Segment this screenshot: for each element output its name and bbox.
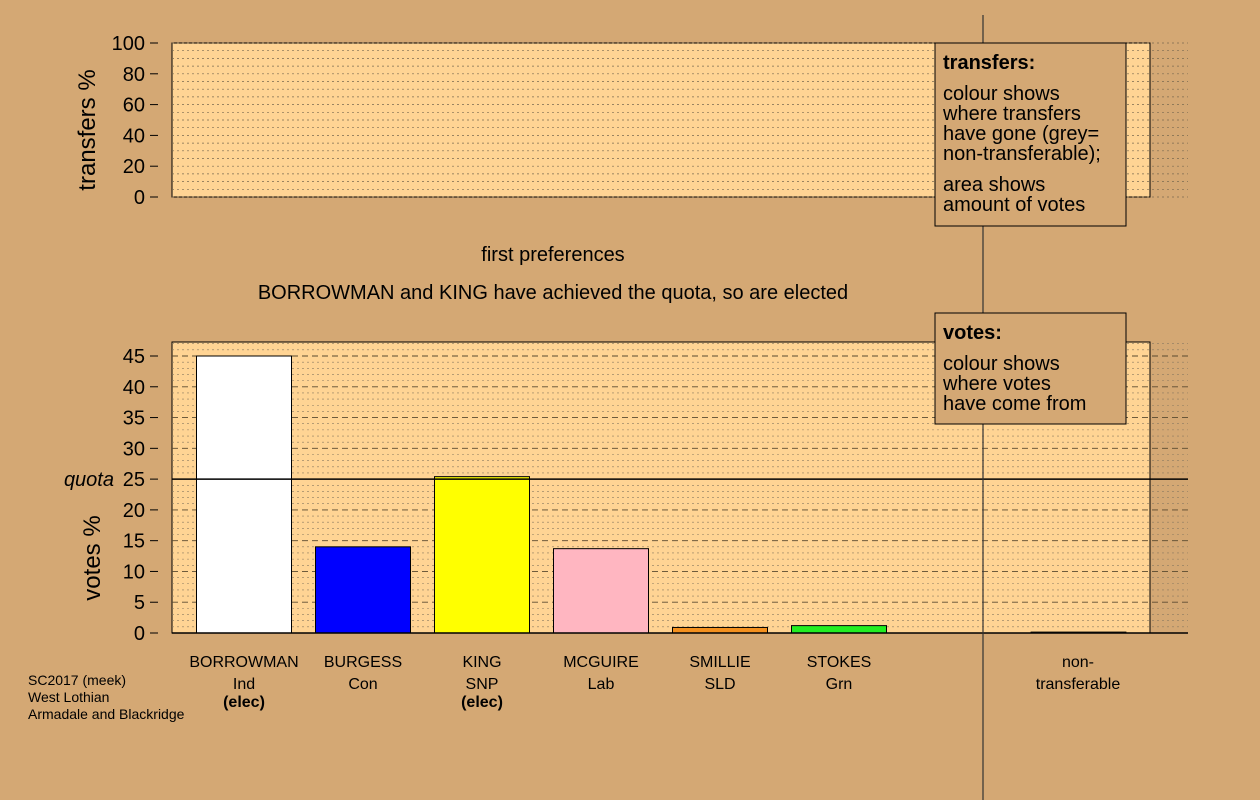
y-tick-label: 60 — [123, 95, 145, 117]
candidate-name-label: STOKES — [807, 654, 872, 671]
y-tick-label: 35 — [123, 408, 145, 430]
vote-bars — [196, 355, 1127, 634]
candidate-party-label: Con — [348, 676, 377, 693]
candidate-name-label: MCGUIRE — [563, 654, 639, 671]
candidate-party-label: Lab — [588, 676, 615, 693]
y-tick-label: 45 — [123, 346, 145, 368]
transfers-legend-line: amount of votes — [943, 194, 1085, 216]
candidate-name-label: BORROWMAN — [189, 654, 298, 671]
transfers-legend: transfers: colour shows where transfers … — [934, 42, 1127, 227]
transfers-y-ticks: 0 20 40 60 80 100 — [112, 33, 158, 209]
votes-y-axis-label: votes % — [79, 515, 106, 600]
non-transferable-label-line2: transferable — [1036, 676, 1121, 693]
y-tick-label: 80 — [123, 64, 145, 86]
y-tick-label: 30 — [123, 438, 145, 460]
y-tick-label: 0 — [134, 623, 145, 645]
quota-label: quota — [64, 469, 114, 491]
votes-panel: 0 5 10 15 20 25 30 35 40 45 quota votes % BORROWM… — [64, 341, 1188, 711]
candidate-labels: BORROWMANInd(elec)BURGESSConKINGSNP(elec… — [189, 654, 871, 711]
transfers-legend-title: transfers: — [943, 52, 1035, 74]
candidate-name-label: BURGESS — [324, 654, 402, 671]
transfers-legend-line: have gone (grey= — [943, 123, 1099, 145]
candidate-status-label: (elec) — [461, 694, 503, 711]
transfers-legend-line: non-transferable); — [943, 143, 1101, 165]
transfers-y-axis-label: transfers % — [74, 69, 101, 190]
bar-mcguire — [553, 548, 649, 634]
y-tick-label: 40 — [123, 377, 145, 399]
candidate-name-label: SMILLIE — [689, 654, 750, 671]
y-tick-label: 100 — [112, 33, 145, 55]
footer-line-election: SC2017 (meek) — [28, 672, 126, 688]
y-tick-label: 15 — [123, 531, 145, 553]
footer-line-council: West Lothian — [28, 689, 109, 705]
y-tick-label: 20 — [123, 156, 145, 178]
votes-legend-line: where votes — [942, 373, 1051, 395]
bar-stokes — [791, 625, 887, 634]
votes-legend-line: have come from — [943, 393, 1086, 415]
votes-legend-title: votes: — [943, 322, 1002, 344]
candidate-party-label: Ind — [233, 676, 255, 693]
footer: SC2017 (meek) West Lothian Armadale and … — [28, 672, 185, 722]
candidate-status-label: (elec) — [223, 694, 265, 711]
bar-king — [434, 476, 530, 634]
votes-legend: votes: colour shows where votes have com… — [934, 312, 1127, 425]
footer-line-ward: Armadale and Blackridge — [28, 706, 185, 722]
votes-y-ticks: 0 5 10 15 20 25 30 35 40 45 — [123, 346, 158, 645]
transfers-legend-line: where transfers — [942, 103, 1081, 125]
candidate-party-label: Grn — [826, 676, 853, 693]
transfers-legend-line: area shows — [943, 174, 1045, 196]
y-tick-label: 5 — [134, 592, 145, 614]
candidate-party-label: SLD — [704, 676, 735, 693]
votes-legend-line: colour shows — [943, 353, 1060, 375]
chart-title: first preferences — [481, 244, 624, 266]
transfers-legend-line: colour shows — [943, 83, 1060, 105]
y-tick-label: 0 — [134, 187, 145, 209]
y-tick-label: 10 — [123, 561, 145, 583]
bar-burgess — [315, 546, 411, 634]
bar-smillie — [672, 626, 768, 634]
y-tick-label: 20 — [123, 500, 145, 522]
y-tick-label: 40 — [123, 125, 145, 147]
y-tick-label: 25 — [123, 469, 145, 491]
bar-borrowman — [196, 355, 292, 634]
non-transferable-label-line1: non- — [1062, 654, 1094, 671]
chart-subtitle: BORROWMAN and KING have achieved the quo… — [258, 282, 848, 304]
candidate-party-label: SNP — [466, 676, 499, 693]
candidate-name-label: KING — [462, 654, 501, 671]
